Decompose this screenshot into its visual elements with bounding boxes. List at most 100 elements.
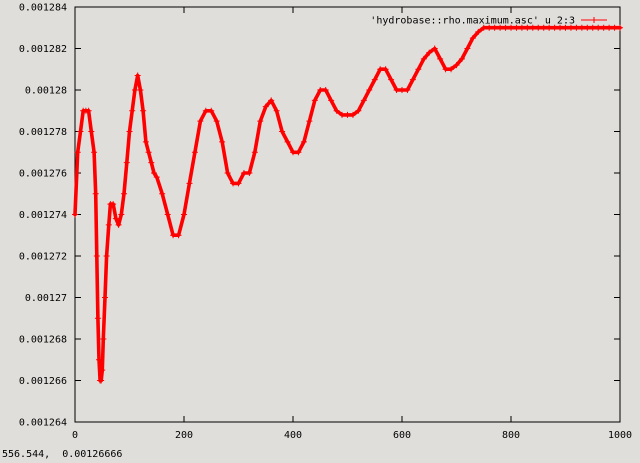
data-point	[181, 211, 187, 218]
data-point	[77, 128, 84, 135]
data-point	[85, 107, 92, 114]
x-tick-label: 0	[72, 430, 78, 441]
data-point	[202, 107, 209, 114]
data-point	[497, 24, 504, 31]
data-point	[118, 211, 125, 218]
data-point	[88, 128, 95, 135]
data-point	[595, 24, 602, 31]
data-point	[98, 377, 105, 384]
data-point	[469, 35, 476, 42]
data-point	[339, 111, 346, 118]
data-point	[611, 24, 618, 31]
data-point	[388, 76, 395, 83]
x-tick-label: 1000	[608, 430, 632, 441]
data-point	[137, 87, 144, 93]
data-point	[393, 87, 400, 93]
data-point	[92, 190, 99, 197]
data-point	[382, 66, 389, 73]
data-point	[306, 118, 313, 125]
data-point	[551, 24, 558, 31]
data-point	[508, 24, 514, 31]
data-point	[251, 149, 258, 156]
data-point	[502, 24, 509, 31]
data-point	[72, 211, 78, 218]
data-point	[94, 315, 101, 322]
plot-frame	[74, 6, 621, 423]
data-point	[322, 87, 329, 93]
data-point	[93, 253, 100, 259]
data-point	[311, 97, 318, 104]
data-point	[606, 24, 613, 31]
data-point	[129, 107, 136, 114]
data-point	[186, 180, 193, 187]
y-tick-label: 0.001272	[19, 252, 67, 263]
data-point	[159, 190, 166, 197]
data-point	[99, 367, 106, 374]
y-tick-label: 0.00127	[25, 293, 67, 304]
data-point	[328, 97, 335, 104]
data-point	[513, 24, 520, 31]
data-point	[453, 62, 460, 69]
data-point	[175, 232, 182, 239]
data-point	[284, 138, 291, 145]
data-point	[148, 159, 155, 166]
data-point	[617, 24, 623, 31]
data-point	[91, 149, 98, 156]
data-point	[360, 97, 367, 104]
data-point	[123, 159, 130, 166]
x-tick-label: 200	[175, 430, 193, 441]
data-point	[112, 215, 119, 222]
data-point	[208, 107, 215, 114]
data-point	[349, 111, 356, 118]
data-point	[290, 149, 296, 156]
data-point	[584, 24, 591, 31]
y-tick-label: 0.001264	[19, 418, 67, 429]
data-point	[95, 356, 102, 363]
data-point	[145, 149, 152, 156]
data-point	[131, 87, 138, 93]
data-point	[101, 294, 108, 301]
data-point	[257, 118, 264, 125]
data-point	[140, 107, 147, 114]
data-point	[74, 149, 81, 156]
data-point	[134, 72, 141, 79]
data-point	[333, 107, 340, 114]
data-point	[235, 180, 242, 187]
data-point	[100, 336, 107, 342]
data-point	[475, 28, 482, 35]
data-point	[355, 107, 362, 114]
y-tick-label: 0.001284	[19, 3, 67, 14]
data-point	[518, 24, 525, 31]
y-tick-label: 0.001276	[19, 169, 67, 180]
data-point	[317, 87, 324, 93]
data-point	[344, 111, 351, 118]
data-point	[230, 180, 237, 187]
data-point	[415, 66, 422, 73]
data-point	[404, 87, 411, 93]
data-point	[567, 24, 574, 31]
data-point	[121, 190, 128, 197]
data-point	[268, 97, 275, 104]
data-point	[589, 24, 596, 31]
data-point	[540, 24, 547, 31]
data-point	[529, 24, 536, 31]
data-point	[110, 201, 117, 208]
data-point	[219, 138, 226, 145]
data-point	[562, 24, 569, 31]
data-point	[557, 24, 564, 31]
legend-marker	[591, 17, 597, 23]
plot-border	[74, 6, 621, 423]
data-point	[153, 174, 160, 181]
cursor-coordinate-readout: 556.544, 0.00126666	[2, 449, 123, 460]
data-point	[491, 24, 498, 31]
data-point	[578, 24, 585, 31]
data-point	[246, 170, 253, 176]
x-tick-label: 800	[502, 430, 520, 441]
data-point	[142, 138, 149, 145]
data-point	[115, 221, 122, 228]
y-tick-label: 0.00128	[25, 86, 67, 97]
data-point	[197, 118, 204, 125]
data-point	[224, 170, 231, 176]
data-point	[535, 24, 542, 31]
